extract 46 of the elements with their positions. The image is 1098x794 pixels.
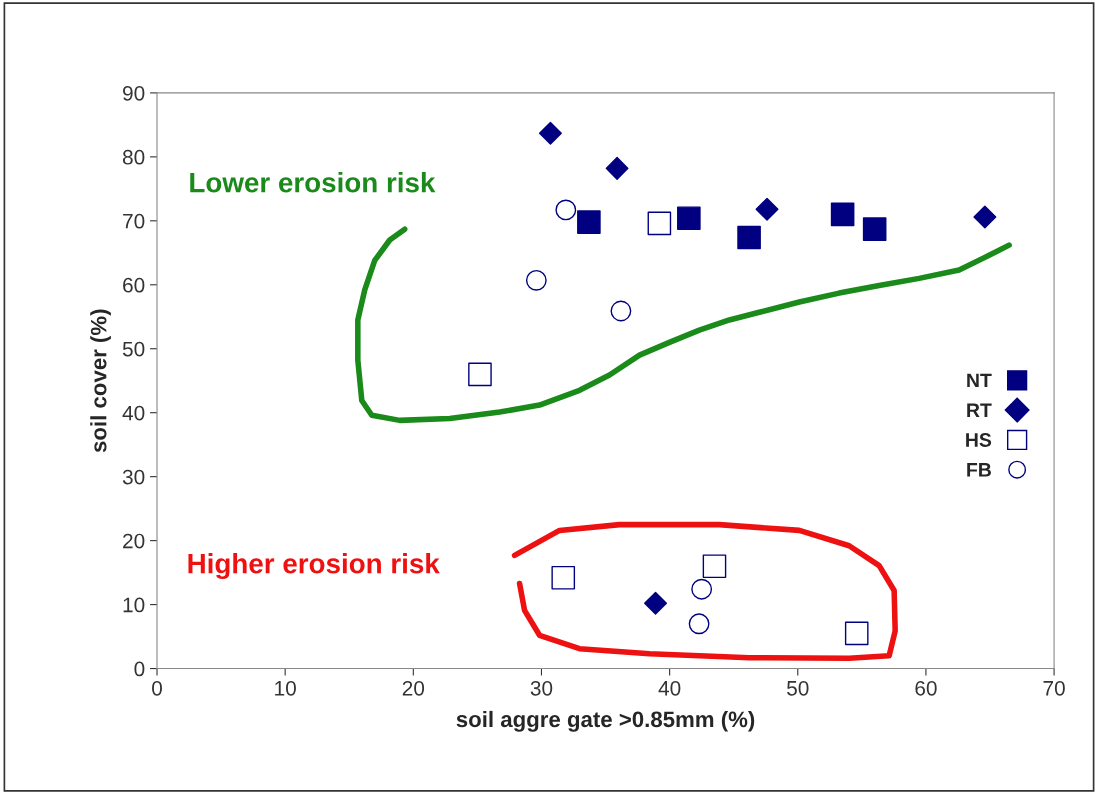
x-tick-label: 40 bbox=[658, 680, 681, 696]
y-tick-label: 70 bbox=[123, 213, 145, 229]
point bbox=[610, 300, 632, 322]
annotation: Higher erosion risk bbox=[188, 553, 440, 580]
x-tick-label: 10 bbox=[275, 680, 296, 696]
y-tick-label: 30 bbox=[122, 469, 145, 485]
point bbox=[555, 199, 577, 221]
x-tick-label: 30 bbox=[530, 680, 553, 696]
y-tick-label: 40 bbox=[122, 405, 145, 421]
point bbox=[538, 121, 562, 145]
point bbox=[862, 217, 887, 241]
point bbox=[844, 621, 869, 646]
legend-label: RT bbox=[967, 403, 992, 417]
x-tick-label: 0 bbox=[152, 680, 162, 696]
y-axis-title: soil cover (%) bbox=[90, 309, 111, 453]
x-tick-label: 20 bbox=[402, 680, 425, 696]
y-tick-label: 20 bbox=[123, 533, 145, 549]
x-tick-label: 50 bbox=[787, 680, 809, 696]
point bbox=[688, 613, 710, 635]
y-tick-label: 60 bbox=[123, 277, 145, 293]
y-tick-label: 80 bbox=[122, 149, 145, 165]
y-tick-label: 90 bbox=[123, 85, 145, 101]
legend-label: HS bbox=[966, 433, 992, 447]
point bbox=[551, 565, 576, 590]
x-tick-label: 60 bbox=[915, 680, 937, 696]
y-tick-label: 50 bbox=[122, 341, 145, 357]
point bbox=[647, 211, 672, 236]
legend-label: NT bbox=[967, 373, 992, 388]
point bbox=[468, 362, 492, 387]
point bbox=[973, 205, 997, 229]
y-tick-label: 10 bbox=[123, 597, 145, 613]
point bbox=[691, 578, 713, 600]
x-tick-label: 70 bbox=[1043, 680, 1065, 696]
point bbox=[677, 206, 701, 231]
point bbox=[737, 225, 761, 250]
point bbox=[644, 591, 668, 615]
point bbox=[525, 269, 547, 291]
legend-label: FB bbox=[967, 463, 991, 477]
annotation: Lower erosion risk bbox=[190, 172, 436, 193]
point bbox=[755, 197, 779, 221]
point bbox=[605, 156, 629, 180]
y-tick-label: 0 bbox=[134, 661, 145, 677]
point bbox=[830, 202, 855, 227]
x-axis-title: soil aggre gate >0.85mm (%) bbox=[456, 710, 755, 732]
point bbox=[702, 554, 727, 579]
point bbox=[577, 210, 601, 234]
